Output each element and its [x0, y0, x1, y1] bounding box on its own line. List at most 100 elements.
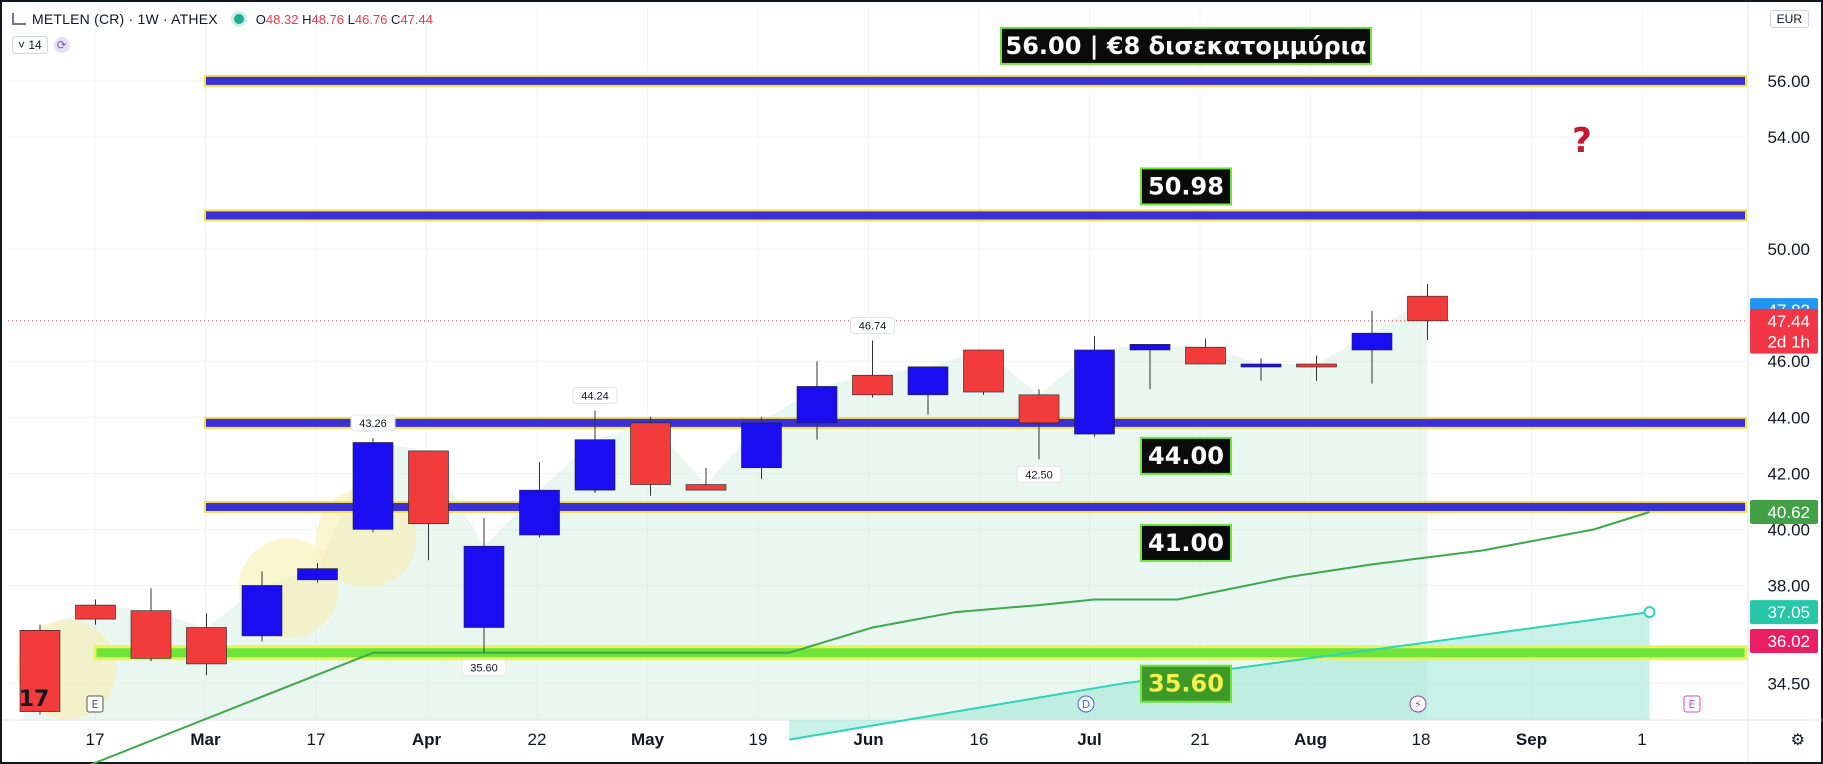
- level-label-41: 41.00: [1148, 529, 1224, 557]
- level-label-56: 56.00 | €8 δισεκατομμύρια: [1006, 32, 1367, 60]
- candle-body: [1351, 332, 1393, 351]
- candle-body: [1129, 344, 1171, 351]
- candle-body: [1018, 394, 1060, 424]
- candle-body: [907, 366, 949, 396]
- indicator-length-toggle[interactable]: ˅ 14: [12, 36, 48, 54]
- candle-body: [630, 422, 671, 485]
- x-tick-label: Jul: [1077, 730, 1102, 749]
- indicator-row: ˅ 14 ⟳: [12, 36, 70, 54]
- level-label-44: 44.00: [1148, 442, 1224, 470]
- event-marker-1: D: [1082, 698, 1090, 711]
- candle-body: [130, 610, 172, 659]
- price-mark-4: 35.60: [470, 663, 498, 675]
- candle-body: [463, 545, 505, 628]
- candle-body: [741, 422, 782, 469]
- right-label-box: [1750, 329, 1818, 354]
- candle-body: [1240, 363, 1282, 368]
- event-marker-box: [86, 695, 104, 713]
- x-tick-label: Jun: [853, 730, 883, 749]
- market-status-icon: [233, 14, 244, 24]
- price-mark-box: [350, 414, 396, 432]
- x-tick-label: 16: [970, 730, 989, 749]
- indicator-length: 14: [28, 38, 42, 52]
- currency-badge[interactable]: EUR: [1769, 10, 1809, 28]
- ohlc-values: O48.32 H48.76 L46.76 C47.44: [256, 12, 433, 27]
- event-marker-3: E: [1689, 698, 1696, 711]
- candle-body: [963, 349, 1004, 393]
- price-mark-3: 42.50: [1025, 469, 1053, 481]
- y-tick-label: 38.00: [1767, 576, 1810, 595]
- tv-logo-icon: 17: [19, 687, 50, 712]
- y-tick-label: 40.00: [1767, 520, 1810, 539]
- x-tick-label: 19: [749, 730, 768, 749]
- y-tick-label: 50.00: [1767, 240, 1810, 259]
- level-label-41-box: [1140, 523, 1232, 562]
- right-label-box: [1750, 628, 1818, 653]
- level-line-3: [204, 500, 1747, 513]
- right-label-box: [1750, 500, 1818, 525]
- x-tick-label: 18: [1412, 730, 1431, 749]
- price-mark-0: 43.26: [359, 418, 387, 430]
- x-tick-label: 17: [86, 730, 105, 749]
- open-value: 48.32: [265, 11, 299, 27]
- candle-body: [685, 484, 727, 491]
- x-tick-label: 17: [307, 730, 326, 749]
- refresh-icon[interactable]: ⟳: [53, 37, 70, 53]
- question-annotation: ?: [1572, 121, 1592, 161]
- symbol-title[interactable]: METLEN (CR) · 1W · ATHEX: [32, 11, 218, 27]
- candle-body: [186, 627, 227, 665]
- ma-green-line: [89, 511, 1650, 764]
- candle-body: [352, 442, 394, 530]
- right-label-box: [1750, 308, 1818, 333]
- candle-body: [1407, 295, 1448, 322]
- high-key: H: [302, 11, 312, 27]
- x-tick-label: 22: [528, 730, 547, 749]
- x-tick-label: Aug: [1294, 730, 1327, 749]
- x-tick-label: 1: [1637, 730, 1646, 749]
- event-marker-2: ⚡: [1414, 698, 1422, 711]
- level-line-0: [204, 74, 1747, 87]
- chart-type-icon[interactable]: [12, 13, 26, 25]
- candle-body: [796, 386, 838, 424]
- low-key: L: [347, 11, 355, 27]
- candle-body: [574, 439, 616, 491]
- low-value: 46.76: [354, 11, 388, 27]
- x-tick-label: Apr: [412, 730, 442, 749]
- level-label-5098-box: [1140, 167, 1232, 206]
- price-mark-box: [850, 316, 895, 334]
- y-tick-label: 56.00: [1767, 72, 1810, 91]
- level-label-3560: 35.60: [1148, 670, 1224, 698]
- y-tick-label: 44.00: [1767, 408, 1810, 427]
- support-line: [93, 645, 1748, 661]
- event-marker-box: [1683, 695, 1701, 713]
- price-mark-2: 46.74: [859, 320, 887, 332]
- candle-body: [75, 604, 116, 620]
- right-price-label-2: 2d 1h: [1767, 333, 1810, 352]
- candle-body: [852, 374, 893, 396]
- candle-body: [241, 585, 283, 637]
- y-tick-label: 54.00: [1767, 128, 1810, 147]
- y-tick-label: 34.50: [1767, 675, 1810, 694]
- close-key: C: [391, 11, 401, 27]
- x-tick-label: 21: [1191, 730, 1210, 749]
- price-mark-box: [572, 387, 618, 405]
- level-label-5098: 50.98: [1148, 172, 1224, 200]
- event-marker-circle: [1077, 695, 1095, 713]
- event-marker-0: E: [92, 698, 99, 711]
- right-price-label-3: 40.62: [1767, 503, 1810, 522]
- price-mark-box: [461, 659, 507, 677]
- open-key: O: [255, 11, 266, 27]
- settings-gear-icon[interactable]: ⚙: [1790, 732, 1805, 749]
- level-line-1: [204, 209, 1747, 222]
- high-value: 48.76: [311, 11, 345, 27]
- symbol-header: METLEN (CR) · 1W · ATHEX O48.32 H48.76 L…: [12, 8, 433, 30]
- price-mark-box: [1016, 465, 1062, 483]
- candle-body: [519, 489, 560, 536]
- level-line-2: [204, 416, 1747, 429]
- right-label-box: [1750, 600, 1818, 625]
- right-price-label-4: 37.05: [1767, 603, 1810, 622]
- level-label-44-box: [1140, 436, 1232, 475]
- event-marker-circle: [1409, 695, 1427, 713]
- x-tick-label: Sep: [1516, 730, 1547, 749]
